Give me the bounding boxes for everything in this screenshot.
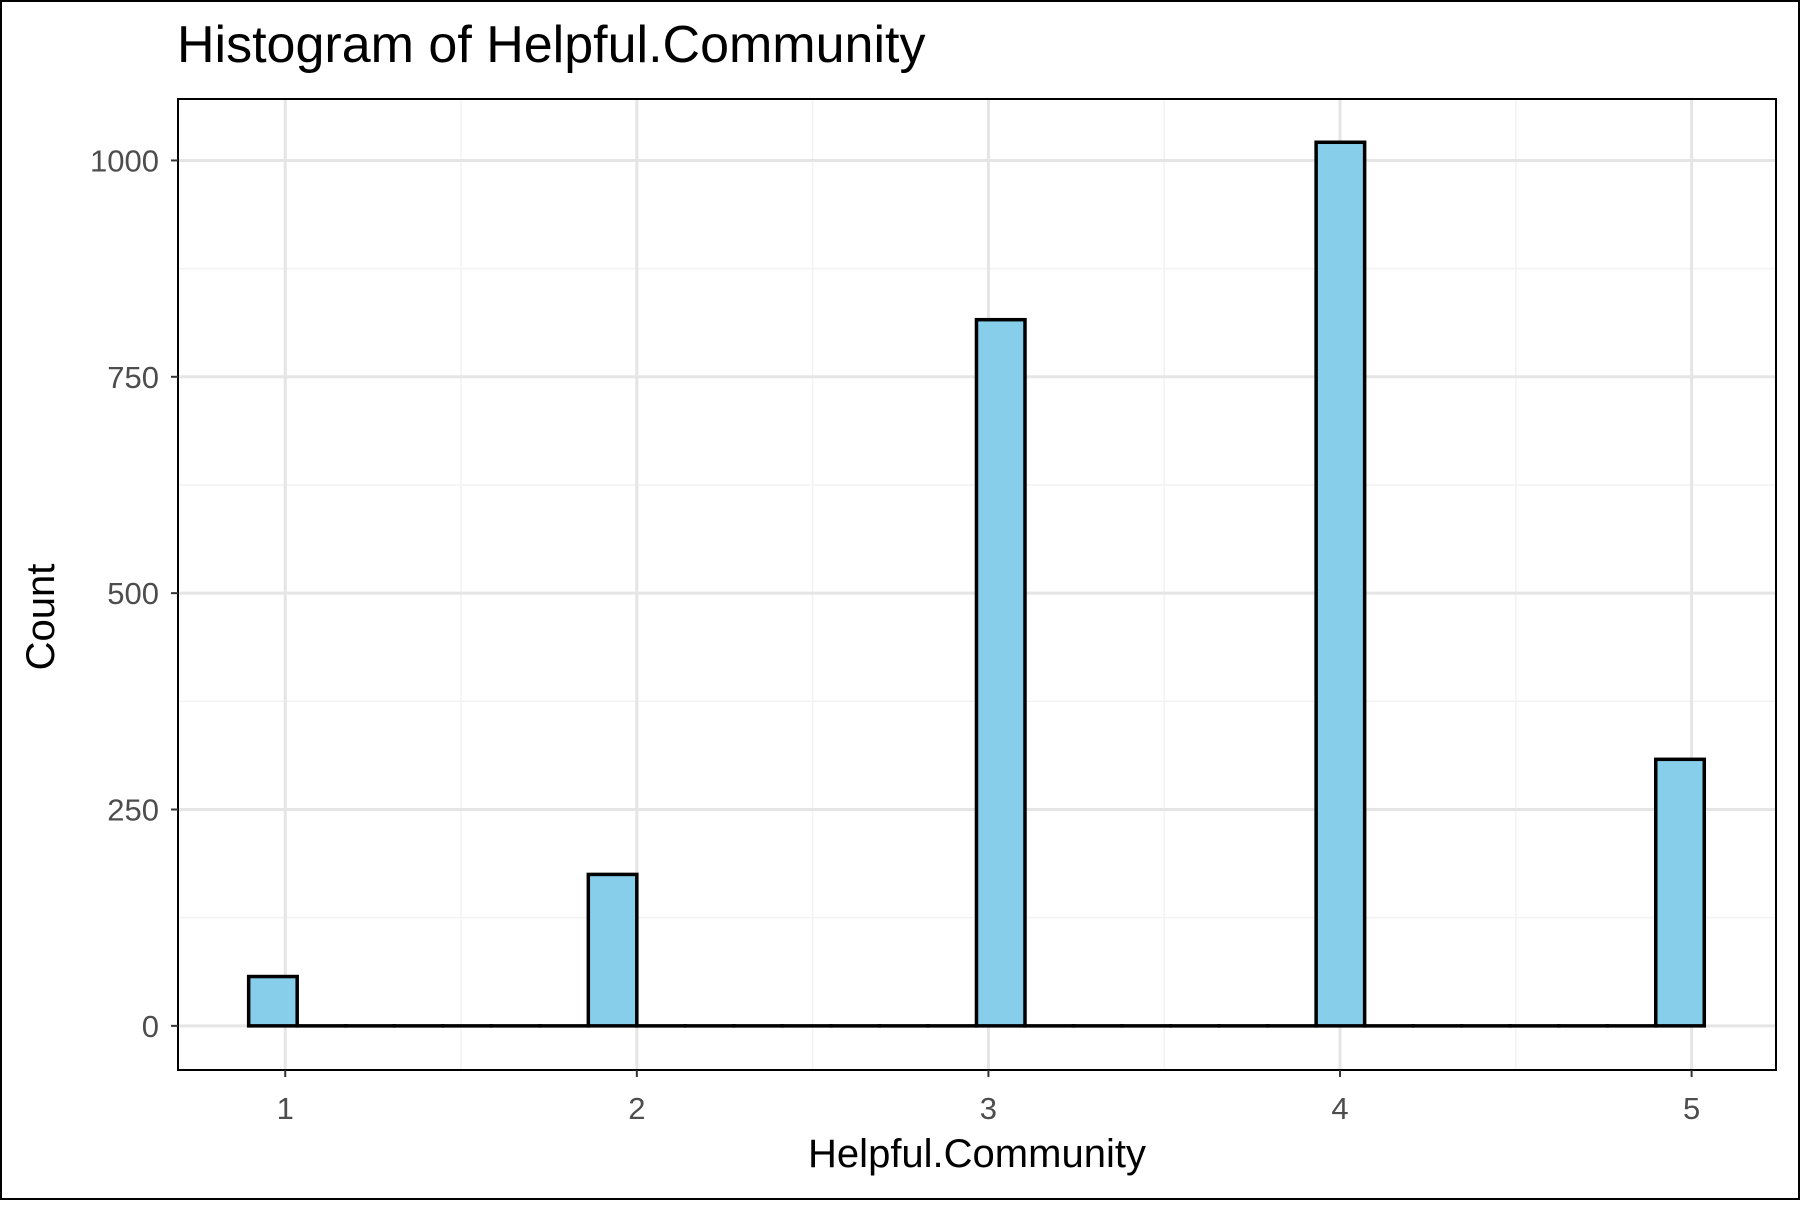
y-axis-label: Count <box>19 564 63 671</box>
x-tick-label: 1 <box>277 1091 294 1126</box>
histogram-bar <box>976 320 1025 1026</box>
y-tick-label: 500 <box>107 576 159 611</box>
y-tick-label: 750 <box>107 360 159 395</box>
x-tick-label: 4 <box>1331 1091 1348 1126</box>
y-tick-label: 250 <box>107 793 159 828</box>
y-tick-label: 1000 <box>90 143 159 178</box>
x-tick-label: 3 <box>980 1091 997 1126</box>
histogram-bar <box>1316 142 1365 1026</box>
y-tick-label: 0 <box>142 1009 159 1044</box>
histogram-bar <box>1656 759 1705 1026</box>
histogram-bar <box>588 874 637 1025</box>
x-axis-label: Helpful.Community <box>808 1132 1146 1176</box>
x-tick-label: 5 <box>1683 1091 1700 1126</box>
chart-title: Histogram of Helpful.Community <box>177 16 925 74</box>
x-tick-label: 2 <box>628 1091 645 1126</box>
histogram-bar <box>249 977 298 1026</box>
